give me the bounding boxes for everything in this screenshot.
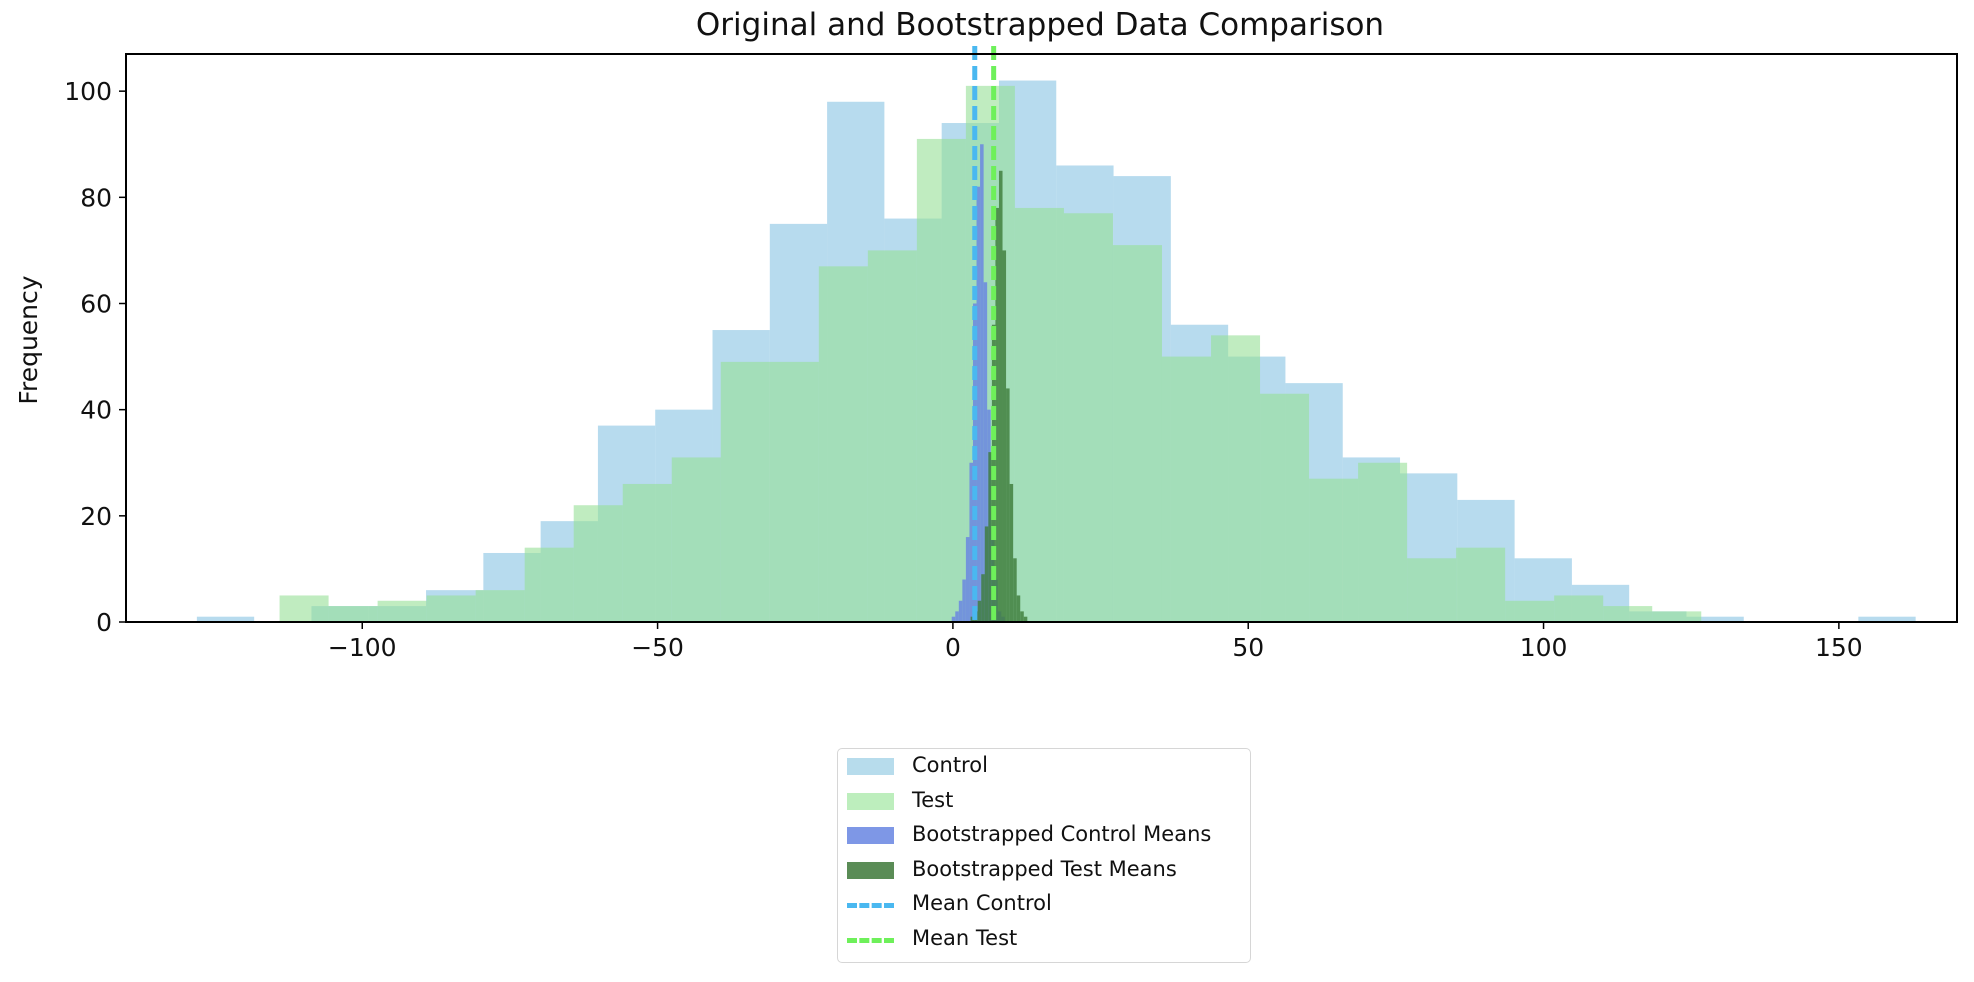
hist-bar <box>1603 606 1653 622</box>
hist-bar <box>962 579 966 622</box>
series-1 <box>279 85 1702 623</box>
legend-swatch <box>847 937 894 943</box>
hist-bar <box>972 303 977 622</box>
hist-bar <box>965 537 970 622</box>
y-tick-label: 0 <box>96 608 112 637</box>
hist-bar <box>671 457 721 622</box>
hist-bar <box>524 547 574 622</box>
hist-bar <box>951 616 956 622</box>
hist-bar <box>1309 478 1359 622</box>
hist-bar <box>1686 616 1744 622</box>
hist-bar <box>1020 611 1024 622</box>
hist-bar <box>720 361 770 622</box>
hist-bar <box>1505 600 1555 622</box>
hist-bar <box>1260 393 1310 622</box>
hist-bar <box>955 611 959 622</box>
hist-bar <box>573 505 623 622</box>
hist-bar <box>1456 547 1506 622</box>
x-tick-label: 100 <box>1520 633 1568 662</box>
y-axis-label: Frequency <box>14 275 43 404</box>
hist-bar <box>622 483 672 622</box>
hist-bar <box>1407 558 1457 622</box>
hist-bar <box>1358 462 1408 622</box>
legend-label: Bootstrapped Test Means <box>912 856 1177 881</box>
hist-bar <box>377 600 427 622</box>
hist-bar <box>1009 483 1014 622</box>
y-tick-label: 60 <box>80 289 112 318</box>
mean-lines-layer <box>972 46 997 622</box>
hist-bar <box>976 186 981 623</box>
y-tick-label: 20 <box>80 502 112 531</box>
hist-bar <box>984 526 989 622</box>
legend-swatch <box>847 827 894 844</box>
legend: Control Test Bootstrapped Control Means Boo… <box>837 748 1251 963</box>
legend-item: Control <box>838 751 1248 781</box>
legend-swatch <box>847 903 894 908</box>
hist-bar <box>1652 611 1702 622</box>
hist-bar <box>977 600 982 622</box>
hist-bar <box>1112 245 1162 623</box>
legend-item: Mean Test <box>838 924 1248 954</box>
hist-bar <box>981 574 985 622</box>
hist-bar <box>475 590 525 622</box>
hist-bar <box>328 606 378 622</box>
legend-item: Bootstrapped Control Means <box>838 820 1248 850</box>
hist-bar <box>998 170 1003 623</box>
x-tick-label: 0 <box>945 633 961 662</box>
hist-bar <box>1211 335 1261 622</box>
hist-bar <box>1016 595 1021 622</box>
hist-bar <box>1023 616 1028 622</box>
legend-swatch <box>847 792 894 810</box>
hist-bar <box>1554 595 1604 622</box>
hist-bar <box>196 616 255 622</box>
hist-bar <box>1006 388 1010 622</box>
x-tick-label: 150 <box>1815 633 1863 662</box>
hist-bar <box>818 266 868 622</box>
hist-bar <box>983 282 988 622</box>
hist-bar <box>1858 616 1916 622</box>
hist-bar <box>916 138 966 623</box>
chart-title: Original and Bootstrapped Data Compariso… <box>696 7 1384 43</box>
y-tick-label: 100 <box>64 77 112 106</box>
legend-label: Control <box>912 753 988 777</box>
y-tick-label: 80 <box>80 183 112 212</box>
hist-bar <box>980 144 984 623</box>
x-tick-label: −50 <box>631 633 684 662</box>
hist-bar <box>1013 558 1017 622</box>
hist-bar <box>1063 213 1113 623</box>
hist-bar <box>958 600 963 622</box>
hist-bar <box>995 207 999 623</box>
x-axis: −100 −50 0 50 100 150 <box>328 622 1863 662</box>
legend-swatch <box>847 758 894 775</box>
y-axis: 0 20 40 60 80 100 <box>64 77 126 637</box>
y-tick-label: 40 <box>80 396 112 425</box>
x-tick-label: −100 <box>328 633 397 662</box>
hist-bar <box>1014 207 1064 623</box>
legend-label: Mean Control <box>912 891 1052 915</box>
series-layer <box>196 80 1916 623</box>
legend-item: Test <box>838 786 1248 816</box>
hist-bar <box>969 462 973 622</box>
x-tick-label: 50 <box>1232 633 1264 662</box>
hist-bar <box>1002 250 1007 623</box>
hist-bar <box>988 452 992 622</box>
legend-swatch <box>847 861 894 879</box>
hist-bar <box>279 595 329 622</box>
hist-bar <box>426 595 476 622</box>
hist-bar <box>867 250 917 623</box>
legend-item: Bootstrapped Test Means <box>838 855 1248 885</box>
legend-label: Bootstrapped Control Means <box>912 822 1212 846</box>
legend-label: Test <box>912 787 954 812</box>
legend-label: Mean Test <box>912 925 1018 950</box>
hist-bar <box>1161 356 1212 622</box>
legend-item: Mean Control <box>838 889 1248 919</box>
hist-bar <box>769 361 819 622</box>
plot-frame <box>125 53 1958 623</box>
